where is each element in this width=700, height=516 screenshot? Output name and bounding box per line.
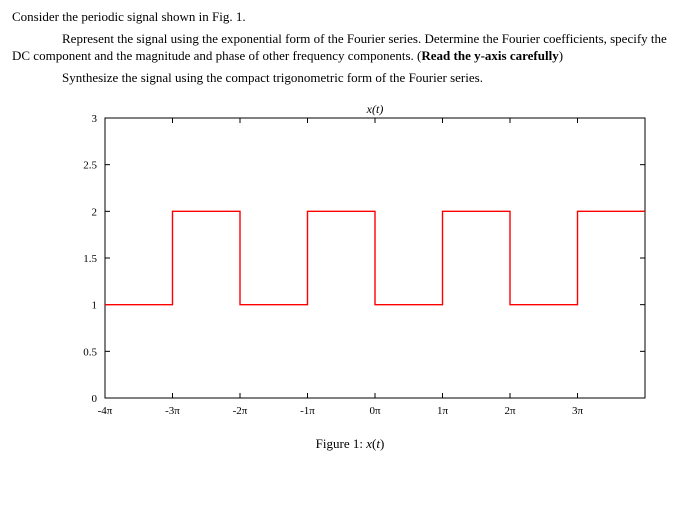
svg-text:3: 3 [92, 113, 98, 125]
svg-text:-1π: -1π [300, 405, 315, 417]
svg-text:0π: 0π [369, 405, 381, 417]
signal-chart: x(t) -4π -3π -2π -1π 0π 1π 2π 3π 0 0.5 1 1.5 2 2.5 3 [20, 100, 680, 430]
svg-text:0.5: 0.5 [83, 347, 97, 359]
problem-line-2: Represent the signal using the exponenti… [12, 30, 688, 65]
svg-text:2.5: 2.5 [83, 160, 97, 172]
figcap-label: Figure 1: [316, 436, 367, 451]
figure-wrapper: x(t) -4π -3π -2π -1π 0π 1π 2π 3π 0 0.5 1 1.5 2 2.5 3 Fi… [12, 100, 688, 452]
svg-text:1: 1 [92, 300, 98, 312]
problem-line-1: Consider the periodic signal shown in Fi… [12, 8, 688, 26]
svg-text:2π: 2π [504, 405, 516, 417]
svg-text:1.5: 1.5 [83, 253, 97, 265]
problem-line-2c: ) [559, 48, 563, 63]
svg-text:0: 0 [92, 393, 98, 405]
svg-text:-4π: -4π [98, 405, 113, 417]
svg-text:-2π: -2π [233, 405, 248, 417]
svg-text:x(t): x(t) [366, 102, 384, 116]
figcap-rp: ) [380, 436, 384, 451]
figure-caption: Figure 1: x(t) [316, 436, 385, 452]
svg-text:1π: 1π [437, 405, 449, 417]
svg-text:-3π: -3π [165, 405, 180, 417]
svg-text:2: 2 [92, 207, 98, 219]
problem-line-2a: Represent the signal using the exponenti… [12, 31, 667, 64]
problem-line-3: Synthesize the signal using the compact … [12, 69, 688, 87]
problem-line-2b: Read the y-axis carefully [421, 48, 558, 63]
svg-text:3π: 3π [572, 405, 584, 417]
